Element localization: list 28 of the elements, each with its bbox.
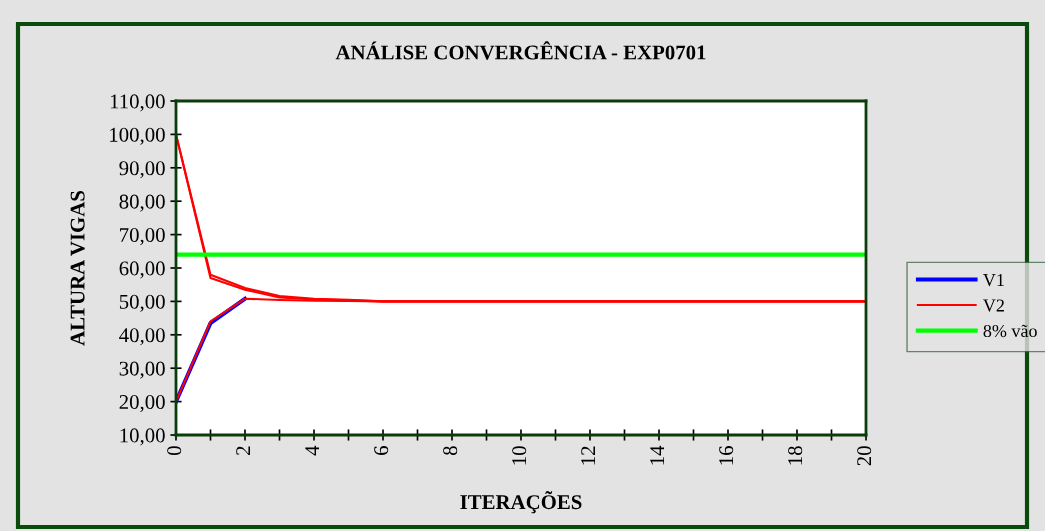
y-tick-label: 70,00: [120, 227, 165, 246]
x-tick-label: 8: [443, 446, 458, 456]
x-tick-label: 6: [374, 446, 389, 455]
legend-label: V1: [983, 273, 1004, 287]
y-tick-label: 60,00: [119, 261, 165, 279]
y-tick-label: 100,00: [110, 127, 165, 145]
y-tick-label: 80,00: [119, 194, 165, 212]
y-tick-label: 90,00: [119, 161, 165, 179]
y-tick-label: 110,00: [110, 94, 165, 112]
x-tick-label: 0: [167, 446, 182, 456]
x-tick-label: 16: [719, 446, 734, 465]
x-tick-label: 4: [305, 445, 320, 456]
y-tick-label: 20,00: [119, 394, 165, 413]
y-tick-label: 50,00: [119, 294, 165, 312]
x-tick-label: 12: [581, 446, 596, 465]
legend-label: 8% vão: [983, 324, 1037, 338]
y-tick-label: 30,00: [119, 361, 165, 379]
x-tick-label: 2: [236, 446, 251, 455]
x-tick-label: 10: [512, 446, 527, 465]
y-axis-title: ALTURA VIGAS: [70, 191, 85, 346]
y-tick-label: 40,00: [119, 328, 165, 346]
x-tick-label: 18: [788, 446, 803, 465]
x-axis-title: ITERAÇÕES: [460, 491, 582, 514]
chart-title: ANÁLISE CONVERGÊNCIA - EXP0701: [335, 41, 706, 60]
x-tick-label: 14: [650, 445, 665, 465]
legend-label: V2: [983, 299, 1004, 312]
y-tick-label: 10,00: [120, 428, 165, 446]
x-tick-label: 20: [857, 446, 872, 466]
